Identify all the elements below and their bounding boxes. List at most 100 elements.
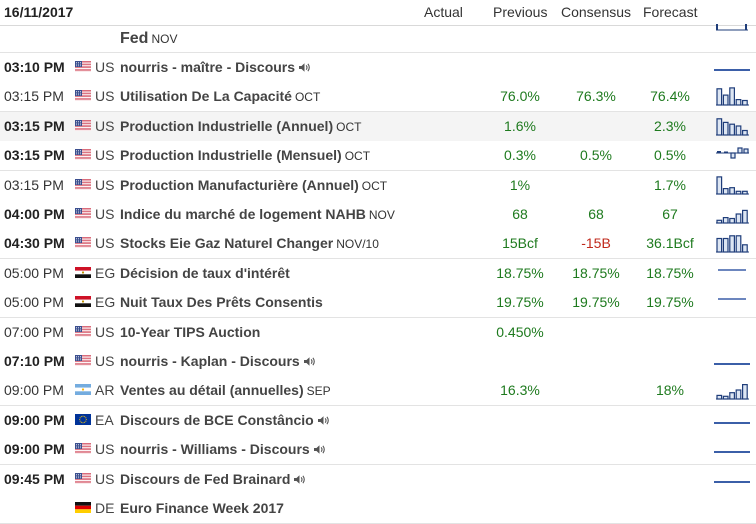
event-row[interactable]: 03:10 PM US nourris - maître - Discours xyxy=(0,53,756,83)
event-name[interactable]: Stocks Eie Gaz Naturel Changer NOV/10 xyxy=(120,235,379,251)
event-name[interactable]: Production Industrielle (Annuel) OCT xyxy=(120,118,361,134)
event-name[interactable]: 10-Year TIPS Auction xyxy=(120,324,260,340)
history-chart-icon[interactable] xyxy=(714,144,750,166)
event-name[interactable]: nourris - maître - Discours xyxy=(120,59,311,75)
country-code: US xyxy=(95,353,115,369)
event-title[interactable]: Nuit Taux Des Prêts Consentis xyxy=(120,294,323,311)
header-consensus[interactable]: Consensus xyxy=(561,4,632,20)
event-row[interactable]: 04:30 PM US Stocks Eie Gaz Naturel Changer… xyxy=(0,229,756,260)
event-name[interactable]: Production Manufacturière (Annuel) OCT xyxy=(120,177,387,193)
event-title[interactable]: Indice du marché de logement NAHB xyxy=(120,206,366,222)
header-forecast[interactable]: Forecast xyxy=(643,4,698,20)
event-time: 03:15 PM xyxy=(4,176,64,193)
event-time: 03:15 PM xyxy=(4,88,64,105)
event-title[interactable]: 10-Year TIPS Auction xyxy=(120,323,261,340)
header-actual[interactable]: Actual xyxy=(424,4,463,20)
flag-de-icon xyxy=(75,502,91,513)
event-row[interactable]: 03:15 PM US Utilisation De La Capacité OCT 7… xyxy=(0,82,756,113)
flag-us-icon xyxy=(75,149,91,161)
value-previous: 1% xyxy=(509,176,531,193)
header-previous[interactable]: Previous xyxy=(493,4,548,20)
value-previous: 15Bcf xyxy=(502,235,538,252)
event-name[interactable]: Ventes au détail (annuelles) SEP xyxy=(120,382,331,398)
country-code: US xyxy=(95,206,115,222)
history-chart-icon[interactable] xyxy=(714,468,750,490)
event-name[interactable]: Euro Finance Week 2017 xyxy=(120,500,284,516)
country-code: AR xyxy=(95,382,115,399)
event-title[interactable]: Production Industrielle (Mensuel) xyxy=(120,147,342,164)
event-row[interactable]: 09:00 PM AR Ventes au détail (annuelles) SE… xyxy=(0,376,756,407)
history-chart-icon[interactable] xyxy=(714,203,750,225)
country-code: US xyxy=(95,176,115,193)
event-row[interactable]: 04:00 PM US Indice du marché de logement N… xyxy=(0,200,756,230)
event-time: 05:00 PM xyxy=(4,294,64,311)
event-row[interactable]: 09:00 PM EA Discours de BCE Constâncio xyxy=(0,405,756,436)
event-time: 07:10 PM xyxy=(4,353,65,369)
event-title[interactable]: Utilisation De La Capacité xyxy=(120,88,292,105)
event-title[interactable]: Euro Finance Week 2017 xyxy=(120,500,284,516)
event-row[interactable]: 07:10 PM US nourris - Kaplan - Discours xyxy=(0,347,756,377)
history-chart-icon[interactable] xyxy=(714,409,750,431)
event-title[interactable]: Production Manufacturière (Annuel) xyxy=(120,176,359,193)
value-previous: 68 xyxy=(512,206,528,222)
country-code: US xyxy=(95,441,115,458)
event-time: 09:45 PM xyxy=(4,470,65,487)
flag-us-icon xyxy=(75,178,91,190)
event-period: OCT xyxy=(294,90,321,105)
event-time: 05:00 PM xyxy=(4,264,64,281)
event-name[interactable]: Discours de Fed Brainard xyxy=(120,471,306,487)
event-title[interactable]: Discours de Fed Brainard xyxy=(120,470,291,487)
history-chart-icon[interactable] xyxy=(714,85,750,107)
partial-sparkline-icon xyxy=(716,24,748,31)
event-title[interactable]: nourris - Kaplan - Discours xyxy=(120,353,300,369)
history-chart-icon[interactable] xyxy=(714,115,750,137)
event-period: SEP xyxy=(306,384,331,399)
value-consensus: 0.5% xyxy=(580,147,612,164)
event-title[interactable]: nourris - Williams - Discours xyxy=(120,441,310,458)
event-time: 03:10 PM xyxy=(4,59,65,75)
history-chart-icon[interactable] xyxy=(714,291,750,313)
event-row[interactable]: 05:00 PM EG Nuit Taux Des Prêts Consentis 1… xyxy=(0,288,756,319)
event-row[interactable]: 03:15 PM US Production Industrielle (Annue… xyxy=(0,111,756,142)
country-code: EG xyxy=(95,294,116,311)
event-name[interactable]: Indice du marché de logement NAHB NOV xyxy=(120,206,395,222)
history-chart-icon[interactable] xyxy=(714,232,750,254)
event-row[interactable]: DE Euro Finance Week 2017 xyxy=(0,494,756,524)
history-chart-icon[interactable] xyxy=(714,174,750,196)
event-name[interactable]: Utilisation De La Capacité OCT xyxy=(120,88,320,104)
event-name[interactable]: nourris - Kaplan - Discours xyxy=(120,353,316,369)
history-chart-icon[interactable] xyxy=(714,262,750,284)
event-row[interactable]: 03:15 PM US Production Manufacturière (Ann… xyxy=(0,170,756,201)
calendar-header: 16/11/2017 Actual Previous Consensus For… xyxy=(0,0,756,26)
event-name[interactable]: Décision de taux d'intérêt xyxy=(120,265,290,281)
event-row[interactable]: 05:00 PM EG Décision de taux d'intérêt 18.7… xyxy=(0,258,756,289)
value-previous: 19.75% xyxy=(496,294,544,311)
event-time: 04:30 PM xyxy=(4,235,65,252)
speaker-icon xyxy=(317,415,329,425)
event-name[interactable]: nourris - Williams - Discours xyxy=(120,441,326,457)
event-period: OCT xyxy=(361,178,388,193)
partial-row[interactable]: Fed NOV xyxy=(0,24,756,53)
event-row[interactable]: 09:45 PM US Discours de Fed Brainard xyxy=(0,464,756,495)
history-chart-icon[interactable] xyxy=(714,438,750,460)
history-chart-icon[interactable] xyxy=(714,56,750,78)
event-name[interactable]: Discours de BCE Constâncio xyxy=(120,412,330,428)
value-forecast: 18% xyxy=(655,382,685,399)
event-title[interactable]: Discours de BCE Constâncio xyxy=(120,411,314,428)
country-code: EG xyxy=(95,264,116,281)
event-title[interactable]: Production Industrielle (Annuel) xyxy=(120,117,334,134)
event-row[interactable]: 03:15 PM US Production Industrielle (Mensu… xyxy=(0,141,756,172)
event-name[interactable]: Production Industrielle (Mensuel) OCT xyxy=(120,147,370,163)
event-row[interactable]: 09:00 PM US nourris - Williams - Discours xyxy=(0,435,756,466)
event-title[interactable]: Stocks Eie Gaz Naturel Changer xyxy=(120,235,334,252)
event-title[interactable]: Décision de taux d'intérêt xyxy=(120,264,290,281)
event-title[interactable]: nourris - maître - Discours xyxy=(120,59,296,75)
event-name[interactable]: Nuit Taux Des Prêts Consentis xyxy=(120,294,323,310)
event-row[interactable]: 07:00 PM US 10-Year TIPS Auction 0.450% xyxy=(0,317,756,348)
history-chart-icon[interactable] xyxy=(714,379,750,401)
value-forecast: 67 xyxy=(662,206,678,222)
value-previous: 16.3% xyxy=(500,382,540,399)
history-chart-icon[interactable] xyxy=(714,350,750,372)
event-title[interactable]: Ventes au détail (annuelles) xyxy=(120,382,304,399)
flag-eu-icon xyxy=(75,413,91,425)
